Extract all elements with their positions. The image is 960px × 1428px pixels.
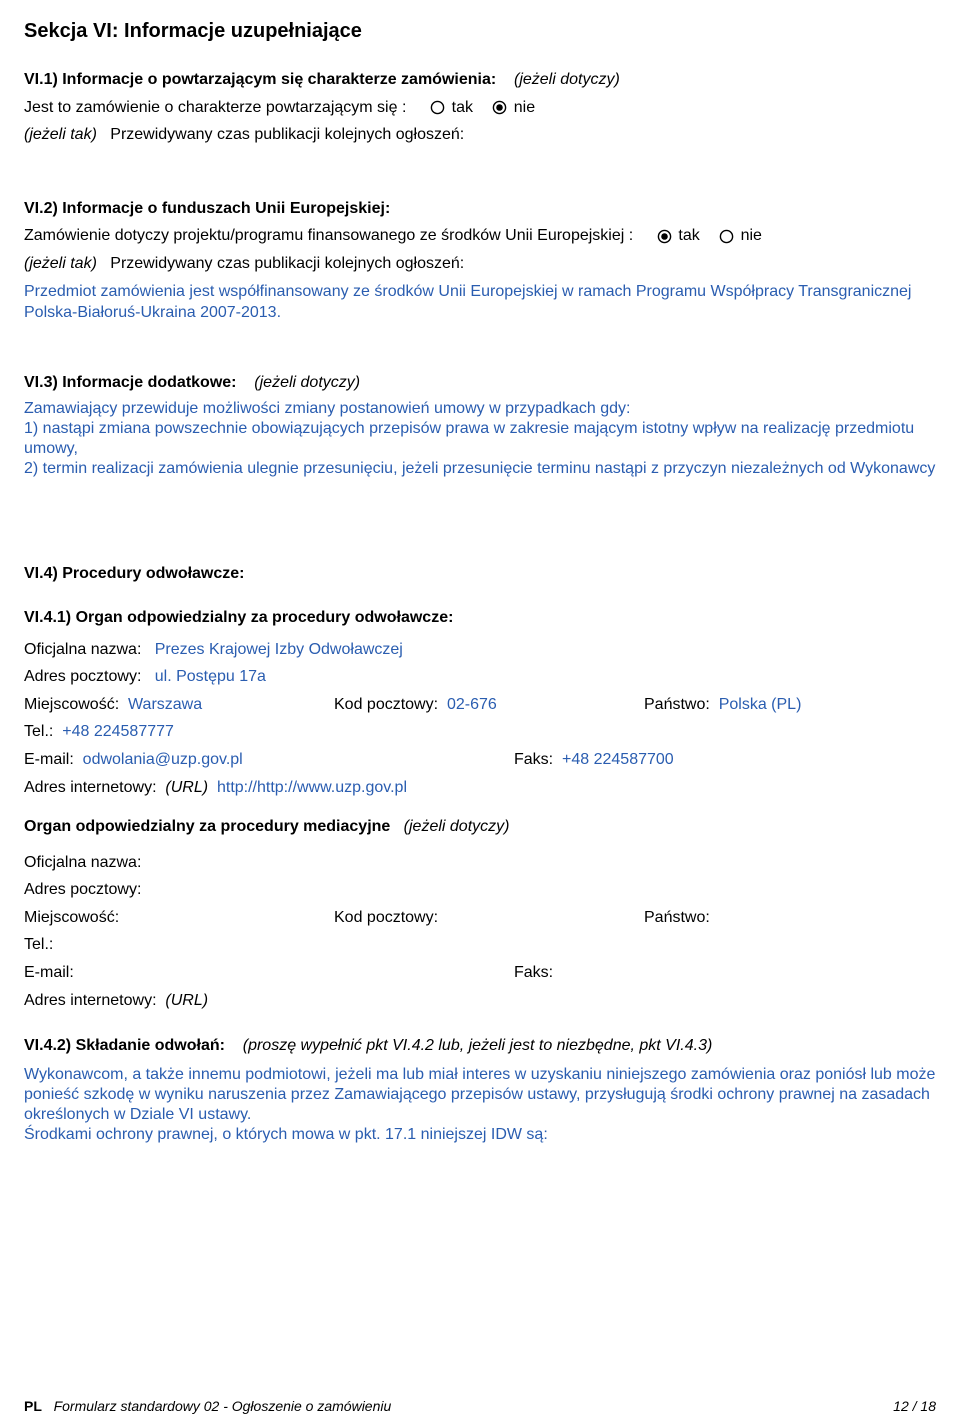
country-label: Państwo: <box>644 696 710 713</box>
mediation-postal-address: Adres pocztowy: <box>24 879 936 901</box>
postcode-label: Kod pocztowy: <box>334 909 438 926</box>
vi41-url: Adres internetowy: (URL) http://http://w… <box>24 777 936 799</box>
mediation-tel: Tel.: <box>24 934 936 956</box>
vi1-line1-prefix: Jest to zamówienie o charakterze powtarz… <box>24 99 406 116</box>
city-label: Miejscowość: <box>24 696 119 713</box>
postal-address-label: Adres pocztowy: <box>24 668 141 685</box>
email-value: odwolania@uzp.gov.pl <box>83 751 243 768</box>
vi3-heading-note: (jeżeli dotyczy) <box>254 374 360 391</box>
city-value: Warszawa <box>128 696 202 713</box>
official-name-label: Oficjalna nazwa: <box>24 854 141 871</box>
subsection-vi1: VI.1) Informacje o powtarzającym się cha… <box>24 69 936 146</box>
footer-left-bold: PL <box>24 1398 42 1414</box>
vi2-line2: (jeżeli tak) Przewidywany czas publikacj… <box>24 253 936 275</box>
fax-label: Faks: <box>514 964 553 981</box>
vi2-line2-prefix: (jeżeli tak) <box>24 255 97 272</box>
fax-value: +48 224587700 <box>562 751 674 768</box>
vi1-line2-prefix: (jeżeli tak) <box>24 126 97 143</box>
vi41-heading: VI.4.1) Organ odpowiedzialny za procedur… <box>24 609 453 626</box>
city-label: Miejscowość: <box>24 909 119 926</box>
email-label: E-mail: <box>24 964 74 981</box>
subsection-vi3: VI.3) Informacje dodatkowe: (jeżeli doty… <box>24 372 936 480</box>
vi1-tak: tak <box>452 99 473 116</box>
tel-value: +48 224587777 <box>62 723 174 740</box>
vi41-email-row: E-mail: odwolania@uzp.gov.pl Faks: +48 2… <box>24 749 936 771</box>
vi2-heading: VI.2) Informacje o funduszach Unii Europ… <box>24 200 390 217</box>
vi3-heading: VI.3) Informacje dodatkowe: <box>24 374 236 391</box>
postcode-label: Kod pocztowy: <box>334 696 438 713</box>
postal-address-label: Adres pocztowy: <box>24 881 141 898</box>
footer-left-italic: Formularz standardowy 02 - Ogłoszenie o … <box>54 1398 392 1414</box>
official-name-label: Oficjalna nazwa: <box>24 641 141 658</box>
url-label: Adres internetowy: <box>24 992 157 1009</box>
vi2-tak: tak <box>678 227 699 244</box>
vi1-line2: (jeżeli tak) Przewidywany czas publikacj… <box>24 124 936 146</box>
vi1-heading-note: (jeżeli dotyczy) <box>514 71 620 88</box>
tel-label: Tel.: <box>24 723 53 740</box>
radio-checked-icon <box>492 100 507 115</box>
official-name-value: Prezes Krajowej Izby Odwoławczej <box>155 641 403 658</box>
page-footer: PL Formularz standardowy 02 - Ogłoszenie… <box>24 1397 936 1416</box>
mediation-city-row: Miejscowość: Kod pocztowy: Państwo: <box>24 907 936 929</box>
country-label: Państwo: <box>644 909 710 926</box>
url-label: Adres internetowy: <box>24 779 157 796</box>
url-italic: (URL) <box>165 992 208 1009</box>
vi2-line1: Zamówienie dotyczy projektu/programu fin… <box>24 225 936 247</box>
radio-unchecked-icon <box>430 100 445 115</box>
mediation-official-name: Oficjalna nazwa: <box>24 852 936 874</box>
vi42-heading: VI.4.2) Składanie odwołań: <box>24 1037 225 1054</box>
postcode-value: 02-676 <box>447 696 497 713</box>
fax-label: Faks: <box>514 751 553 768</box>
mediation-heading: Organ odpowiedzialny za procedury mediac… <box>24 818 390 835</box>
subsection-vi2: VI.2) Informacje o funduszach Unii Europ… <box>24 198 936 324</box>
vi1-nie: nie <box>514 99 535 116</box>
vi4-heading: VI.4) Procedury odwoławcze: <box>24 565 245 582</box>
vi1-heading: VI.1) Informacje o powtarzającym się cha… <box>24 71 496 88</box>
country-value: Polska (PL) <box>719 696 802 713</box>
section-title: Sekcja VI: Informacje uzupełniające <box>24 18 936 45</box>
radio-checked-icon <box>657 229 672 244</box>
footer-page-number: 12 / 18 <box>893 1397 936 1416</box>
url-italic: (URL) <box>165 779 208 796</box>
mediation-url: Adres internetowy: (URL) <box>24 990 936 1012</box>
vi2-body: Przedmiot zamówienia jest współfinansowa… <box>24 281 936 324</box>
vi41-official-name: Oficjalna nazwa: Prezes Krajowej Izby Od… <box>24 639 936 661</box>
mediation-heading-note: (jeżeli dotyczy) <box>404 818 510 835</box>
vi2-line1-prefix: Zamówienie dotyczy projektu/programu fin… <box>24 227 633 244</box>
radio-unchecked-icon <box>719 229 734 244</box>
vi2-nie: nie <box>741 227 762 244</box>
vi3-body: Zamawiający przewiduje możliwości zmiany… <box>24 399 936 479</box>
vi2-line2-rest: Przewidywany czas publikacji kolejnych o… <box>110 255 464 272</box>
vi41-city-row: Miejscowość: Warszawa Kod pocztowy: 02-6… <box>24 694 936 716</box>
vi41-postal-address: Adres pocztowy: ul. Postępu 17a <box>24 666 936 688</box>
vi41-tel: Tel.: +48 224587777 <box>24 721 936 743</box>
mediation-email-row: E-mail: Faks: <box>24 962 936 984</box>
email-label: E-mail: <box>24 751 74 768</box>
tel-label: Tel.: <box>24 936 53 953</box>
url-value: http://http://www.uzp.gov.pl <box>217 779 407 796</box>
vi1-line2-rest: Przewidywany czas publikacji kolejnych o… <box>110 126 464 143</box>
vi1-line1: Jest to zamówienie o charakterze powtarz… <box>24 97 936 119</box>
vi42-body: Wykonawcom, a także innemu podmiotowi, j… <box>24 1065 936 1145</box>
postal-address-value: ul. Postępu 17a <box>155 668 266 685</box>
vi42-heading-note: (proszę wypełnić pkt VI.4.2 lub, jeżeli … <box>243 1037 713 1054</box>
